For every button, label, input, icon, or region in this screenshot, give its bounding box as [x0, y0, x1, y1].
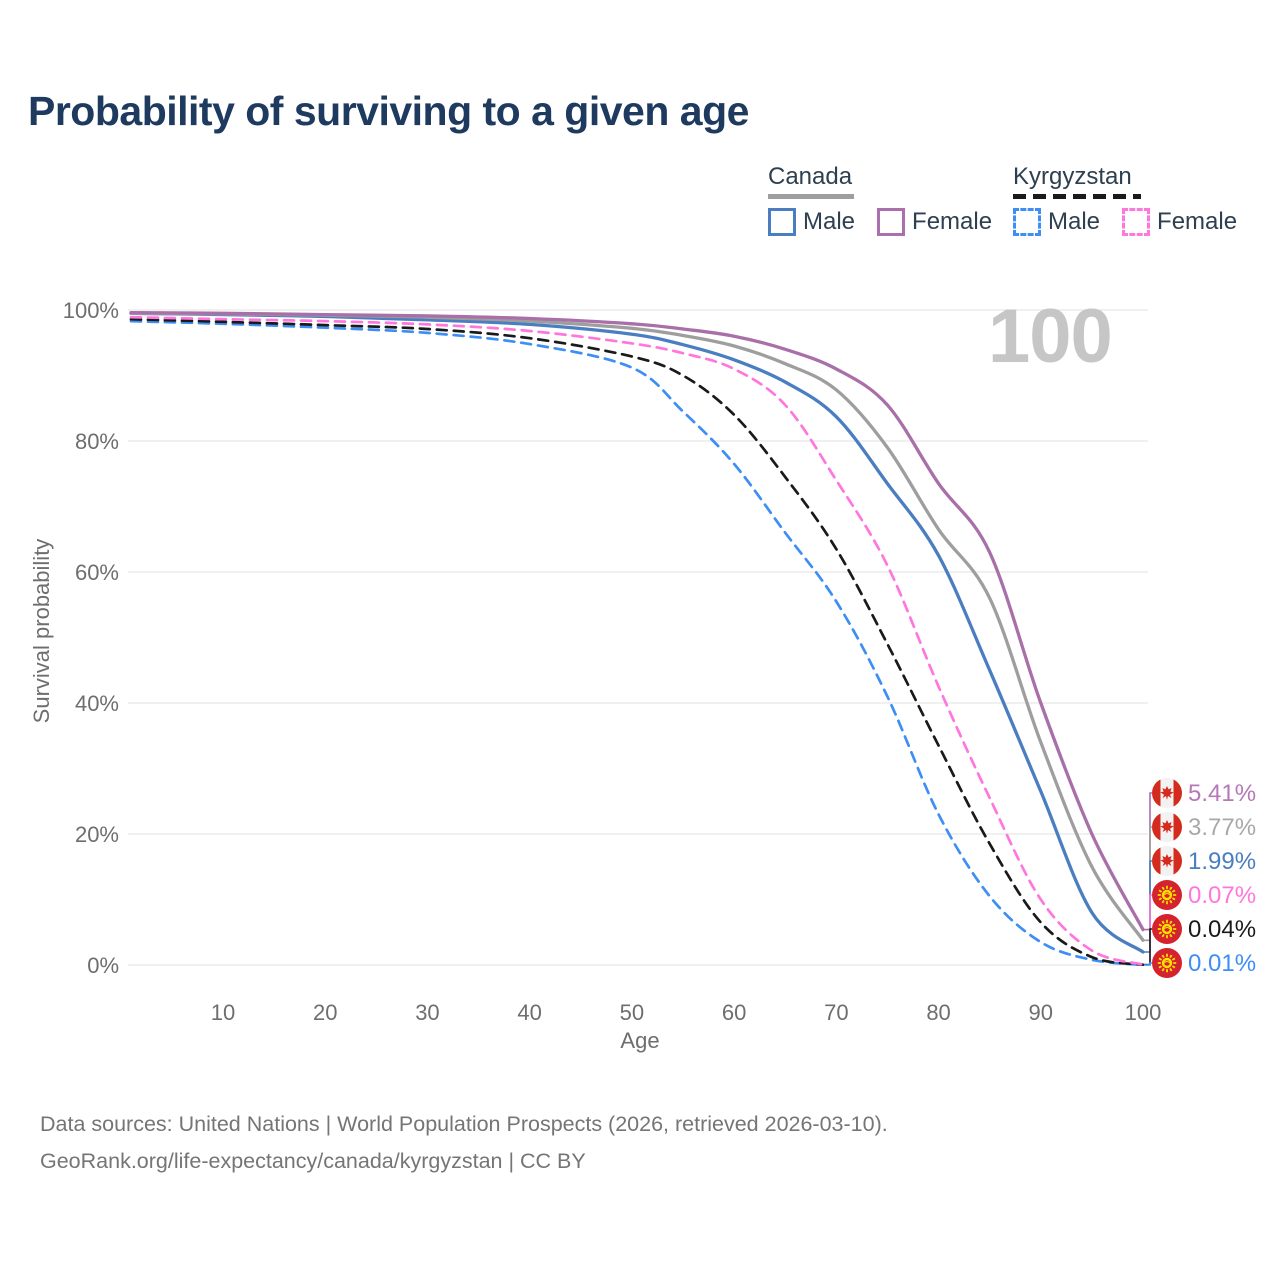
y-tick-label: 100%	[63, 298, 119, 323]
y-tick-label: 60%	[75, 560, 119, 585]
footer: Data sources: United Nations | World Pop…	[40, 1106, 888, 1180]
kyrgyzstan-flag-icon	[1152, 914, 1182, 944]
end-value-label-kyrgyzstan-female: 0.07%	[1188, 882, 1256, 909]
line-canada-male	[129, 311, 1145, 954]
end-value-label-kyrgyzstan-both-sexes: 0.04%	[1188, 916, 1256, 943]
x-tick-label: 60	[722, 1000, 746, 1025]
legend-item-label: Female	[1157, 208, 1238, 235]
page-title: Probability of surviving to a given age	[28, 88, 749, 134]
x-tick-label: 30	[415, 1000, 439, 1025]
legend-country-kyrgyzstan: Kyrgyzstan	[1013, 163, 1132, 190]
legend-underline-canada	[768, 194, 854, 199]
x-tick-label: 90	[1029, 1000, 1053, 1025]
line-kyrgyzstan-male	[129, 319, 1145, 967]
canada-flag-icon	[1152, 778, 1182, 808]
kyrgyzstan-female-swatch-icon	[1122, 208, 1151, 236]
legend-group-canada: Canada Male Female	[768, 163, 992, 236]
canada-female-swatch-icon	[877, 208, 906, 236]
y-axis-title: Survival probability	[29, 538, 54, 724]
x-tick-label: 100	[1125, 1000, 1162, 1025]
x-axis-title: Age	[620, 1028, 660, 1053]
y-tick-label: 80%	[75, 429, 119, 454]
hovered-age-watermark: 100	[988, 294, 1113, 379]
legend-item-canada-male[interactable]: Male	[768, 208, 855, 236]
x-tick-label: 20	[313, 1000, 337, 1025]
line-kyrgyzstan-female	[129, 315, 1145, 966]
x-tick-label: 80	[926, 1000, 950, 1025]
line-canada-female	[129, 310, 1145, 932]
kyrgyzstan-male-swatch-icon	[1013, 208, 1041, 236]
y-tick-label: 40%	[75, 691, 119, 716]
legend-item-kyrgyzstan-male[interactable]: Male	[1013, 208, 1100, 236]
x-tick-label: 40	[517, 1000, 541, 1025]
legend-item-label: Male	[1048, 208, 1101, 235]
end-value-label-kyrgyzstan-male: 0.01%	[1188, 950, 1256, 977]
line-kyrgyzstan-both-sexes	[129, 317, 1145, 967]
legend-country-canada: Canada	[768, 163, 853, 190]
legend-group-kyrgyzstan: Kyrgyzstan Male Female	[1013, 163, 1237, 236]
connector-kyrgyzstan-male	[1144, 962, 1152, 966]
legend-item-label: Male	[803, 208, 856, 235]
end-value-label-canada-male: 1.99%	[1188, 848, 1256, 875]
legend-item-canada-female[interactable]: Female	[877, 208, 992, 236]
canada-flag-icon	[1152, 812, 1182, 842]
x-tick-label: 50	[620, 1000, 644, 1025]
end-value-label-canada-both-sexes: 3.77%	[1188, 814, 1256, 841]
canada-male-swatch-icon	[768, 208, 796, 236]
kyrgyzstan-flag-icon	[1152, 880, 1182, 910]
canada-flag-icon	[1152, 846, 1182, 876]
y-tick-label: 0%	[87, 953, 119, 978]
legend-item-kyrgyzstan-female[interactable]: Female	[1122, 208, 1237, 236]
legend-item-label: Female	[912, 208, 993, 235]
end-value-label-canada-female: 5.41%	[1188, 780, 1256, 807]
y-tick-label: 20%	[75, 822, 119, 847]
x-tick-label: 70	[824, 1000, 848, 1025]
x-tick-label: 10	[211, 1000, 235, 1025]
kyrgyzstan-flag-icon	[1152, 948, 1182, 978]
footer-data-sources: Data sources: United Nations | World Pop…	[40, 1112, 888, 1136]
footer-attribution: GeoRank.org/life-expectancy/canada/kyrgy…	[40, 1149, 586, 1173]
connector-kyrgyzstan-both-sexes	[1144, 928, 1152, 966]
legend-underline-kyrgyzstan	[1013, 194, 1141, 199]
